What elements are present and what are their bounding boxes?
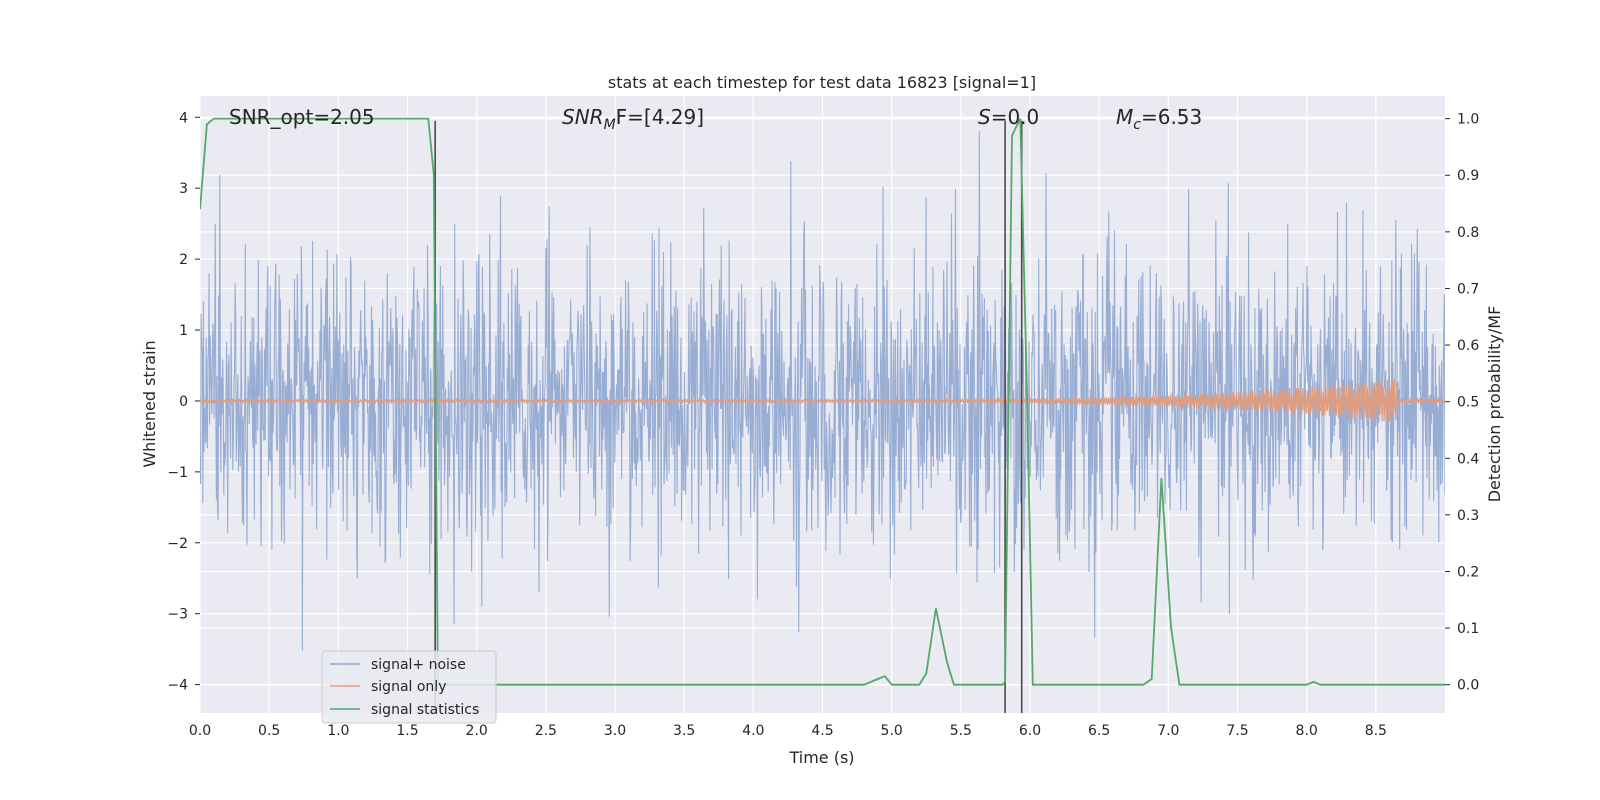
annotation-mc: Mc=6.53: [1116, 105, 1202, 133]
y-tick-label: −2: [167, 536, 188, 552]
legend-label-signal-noise: signal+ noise: [371, 657, 466, 673]
x-tick-label: 8.5: [1365, 723, 1387, 739]
annotation-snr-mf-base: SNR: [562, 105, 604, 129]
x-tick-label: 4.5: [811, 723, 833, 739]
y2-tick-label: 0.1: [1457, 621, 1479, 637]
x-tick-label: 6.0: [1019, 723, 1041, 739]
x-tick-label: 6.5: [1088, 723, 1110, 739]
y2-tick-label: 0.2: [1457, 564, 1479, 580]
chart-title: stats at each timestep for test data 168…: [608, 73, 1036, 92]
x-tick-label: 0.0: [189, 723, 211, 739]
x-tick-label: 8.0: [1296, 723, 1318, 739]
x-axis-label: Time (s): [788, 748, 854, 767]
y2-axis-label: Detection probability/MF: [1485, 306, 1504, 503]
y2-tick-label: 0.6: [1457, 338, 1479, 354]
annotation-snr-mf-sub: M: [604, 117, 616, 133]
legend: signal+ noise signal only signal statist…: [321, 650, 497, 724]
annotation-snr-mf-rest: F=[4.29]: [616, 105, 704, 129]
y2-tick-label: 0.9: [1457, 168, 1479, 184]
y-tick-label: 4: [179, 110, 188, 126]
y2-tick-label: 0.4: [1457, 451, 1479, 467]
y2-tick-label: 0.8: [1457, 225, 1479, 241]
x-tick-label: 2.5: [535, 723, 557, 739]
x-tick-label: 3.5: [673, 723, 695, 739]
annotation-s-rest: =0.0: [991, 105, 1040, 129]
y2-tick-label: 1.0: [1457, 112, 1479, 128]
x-tick-label: 1.5: [396, 723, 418, 739]
y2-tick-label: 0.0: [1457, 678, 1479, 694]
y2-tick-label: 0.3: [1457, 508, 1479, 524]
y2-tick-label: 0.7: [1457, 281, 1479, 297]
signal-only-line: [200, 378, 1445, 423]
y-tick-label: −1: [167, 465, 188, 481]
series-signal-only: [200, 378, 1445, 423]
x-tick-label: 1.0: [327, 723, 349, 739]
annotation-mc-sub: c: [1133, 117, 1141, 133]
y2-axis-ticks: 0.0 0.1 0.2 0.3 0.4 0.5 0.6 0.7 0.8 0.9 1.0: [1445, 112, 1479, 694]
legend-label-signal-statistics: signal statistics: [371, 702, 479, 718]
y2-tick-label: 0.5: [1457, 395, 1479, 411]
y-axis-ticks: −4 −3 −2 −1 0 1 2 3 4: [167, 110, 200, 694]
annotation-snr-mf: SNRMF=[4.29]: [562, 105, 704, 133]
y-tick-label: −3: [167, 607, 188, 623]
x-tick-label: 4.0: [742, 723, 764, 739]
y-tick-label: 0: [179, 394, 188, 410]
y-tick-label: −4: [167, 678, 188, 694]
annotation-s-var: S: [978, 105, 991, 129]
y-axis-label: Whitened strain: [140, 340, 159, 467]
x-axis-ticks: 0.0 0.5 1.0 1.5 2.0 2.5 3.0 3.5 4.0 4.5 5.0 5.5 6.0 6…: [189, 723, 1387, 739]
x-tick-label: 7.0: [1157, 723, 1179, 739]
x-tick-label: 2.0: [466, 723, 488, 739]
x-tick-label: 7.5: [1226, 723, 1248, 739]
x-tick-label: 3.0: [604, 723, 626, 739]
x-tick-label: 5.5: [950, 723, 972, 739]
annotation-mc-rest: =6.53: [1141, 105, 1202, 129]
annotation-s: S=0.0: [978, 105, 1039, 129]
x-tick-label: 0.5: [258, 723, 280, 739]
legend-box: [321, 650, 497, 724]
x-tick-label: 5.0: [881, 723, 903, 739]
y-tick-label: 1: [179, 323, 188, 339]
annotation-mc-var: M: [1116, 105, 1133, 129]
y-tick-label: 2: [179, 252, 188, 268]
y-tick-label: 3: [179, 181, 188, 197]
annotation-snr-opt: SNR_opt=2.05: [229, 105, 375, 129]
legend-label-signal-only: signal only: [371, 679, 446, 695]
